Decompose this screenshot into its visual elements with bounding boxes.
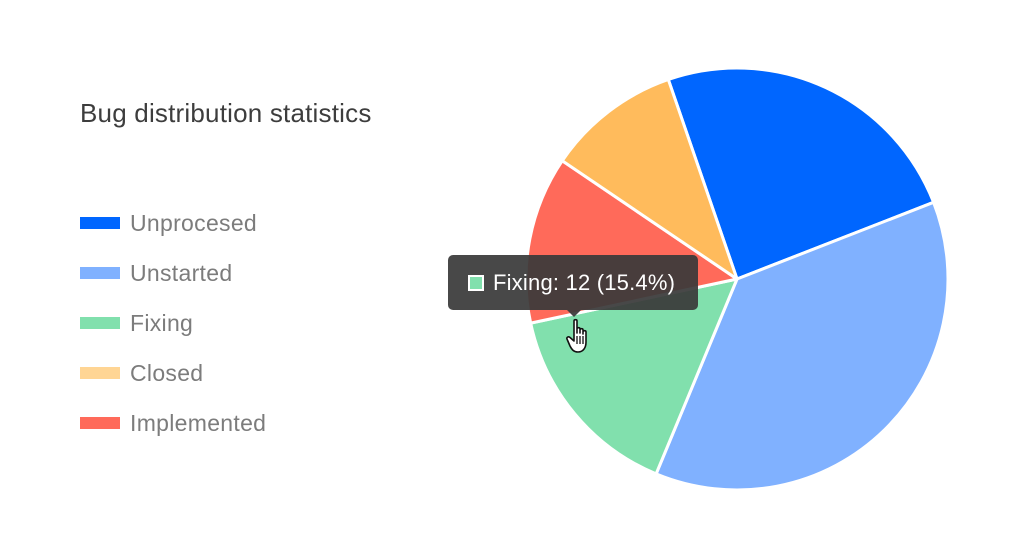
- pie-slice-closed[interactable]: [560, 78, 739, 281]
- legend-label-unstarted: Unstarted: [130, 259, 233, 286]
- pie-slice-unprocesed[interactable]: [666, 66, 936, 281]
- legend-swatch-closed: [80, 367, 120, 379]
- hand-pointer-icon: [566, 318, 587, 353]
- chart-title: Bug distribution statistics: [80, 98, 372, 128]
- tooltip-text: Fixing: 12 (15.4%): [493, 269, 676, 295]
- legend-label-unprocesed: Unprocesed: [130, 209, 258, 236]
- legend-item-implemented[interactable]: Implemented: [80, 398, 266, 448]
- tooltip: Fixing: 12 (15.4%): [448, 255, 698, 317]
- legend-swatch-fixing: [80, 317, 120, 329]
- legend-item-fixing[interactable]: Fixing: [80, 298, 266, 348]
- legend-item-unprocesed[interactable]: Unprocesed: [80, 198, 266, 248]
- legend-item-closed[interactable]: Closed: [80, 348, 266, 398]
- tooltip-swatch: [468, 274, 484, 291]
- legend-label-closed: Closed: [130, 359, 204, 386]
- pie-slice-unstarted[interactable]: [654, 200, 950, 492]
- legend-swatch-unstarted: [80, 267, 120, 279]
- legend-swatch-implemented: [80, 417, 120, 429]
- legend-label-fixing: Fixing: [130, 309, 194, 336]
- legend: Unprocesed Unstarted Fixing Closed Imple…: [80, 198, 266, 448]
- legend-item-unstarted[interactable]: Unstarted: [80, 248, 266, 298]
- pie-slice-fixing[interactable]: [529, 277, 739, 476]
- legend-label-implemented: Implemented: [130, 409, 267, 436]
- legend-swatch-unprocesed: [80, 217, 120, 229]
